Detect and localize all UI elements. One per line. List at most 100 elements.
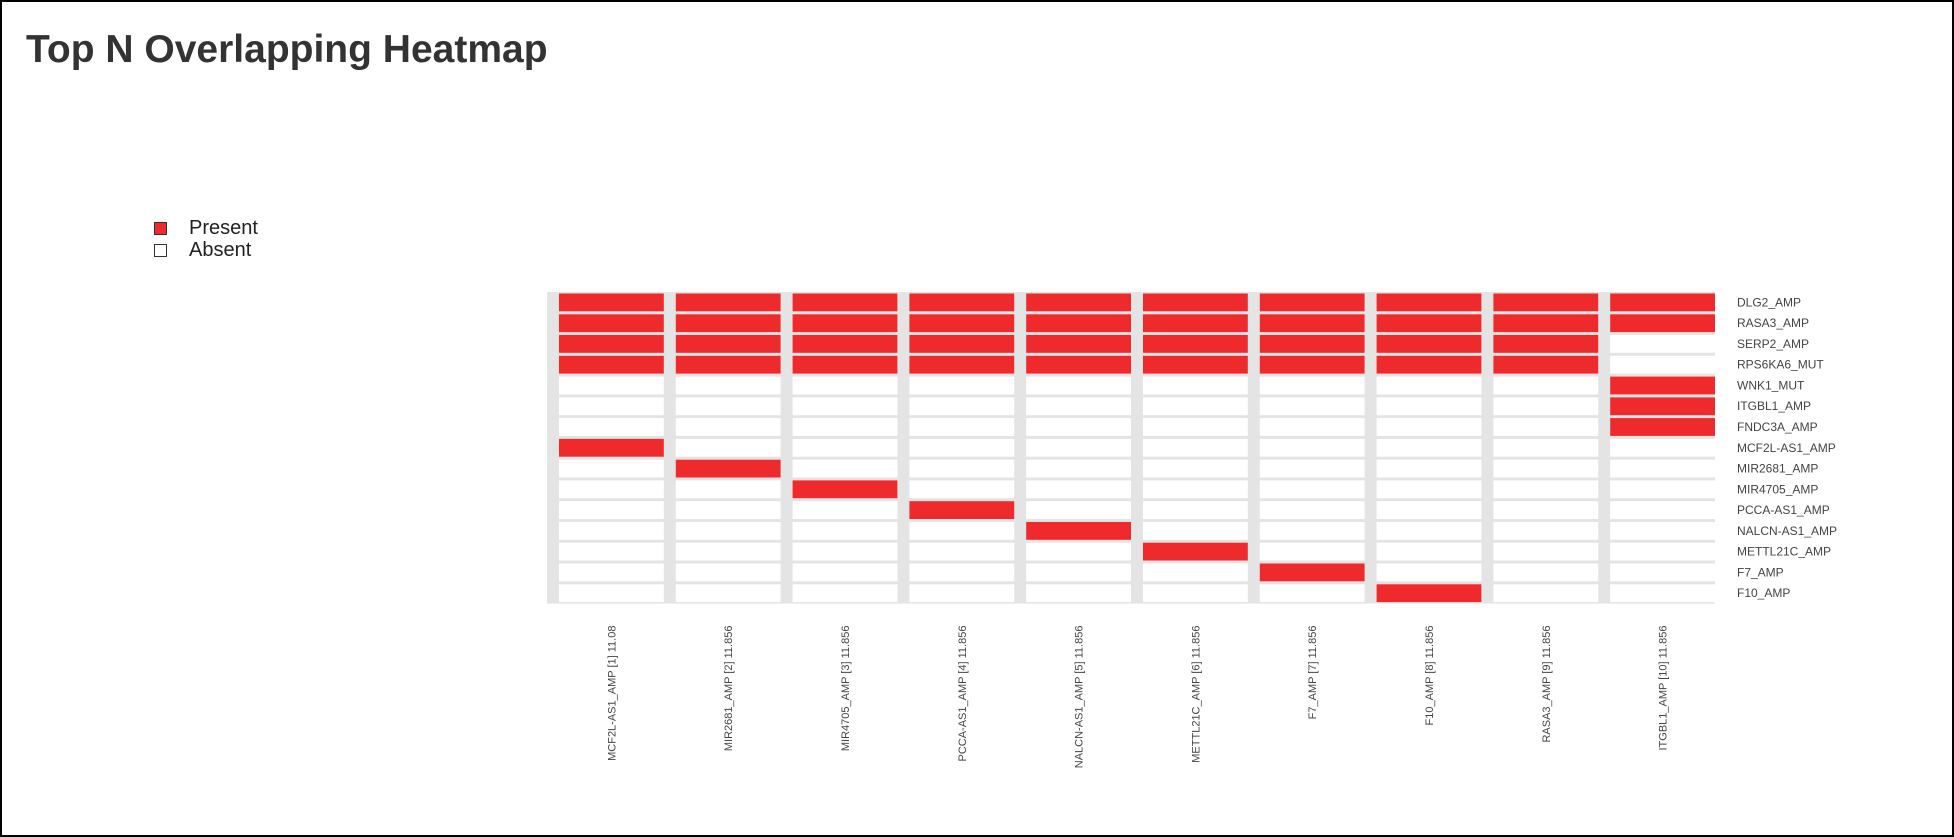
column-label: NALCN-AS1_AMP [5] 11.856 [1074, 626, 1086, 769]
heatmap-cell-absent [909, 438, 1015, 457]
row-label: FNDC3A_AMP [1737, 420, 1818, 434]
row-label: ITGBL1_AMP [1737, 399, 1811, 413]
row-label: NALCN-AS1_AMP [1737, 524, 1837, 538]
heatmap-cell-present [1143, 335, 1248, 353]
row-label: F10_AMP [1737, 586, 1790, 600]
heatmap-cell-absent [1143, 480, 1248, 499]
heatmap-cell-present [559, 293, 664, 312]
heatmap-cell-absent [1143, 501, 1248, 519]
heatmap-cell-absent [1259, 418, 1365, 436]
heatmap-cell-present [675, 314, 781, 333]
heatmap-cell-absent [675, 438, 781, 457]
heatmap-cell-present [675, 355, 781, 374]
heatmap-cell-present [1376, 293, 1482, 312]
heatmap-cell-present [1026, 355, 1131, 374]
heatmap-cell-absent [559, 563, 664, 582]
heatmap-cell-present [1610, 397, 1715, 416]
heatmap-cell-absent [1143, 522, 1248, 540]
legend-label-absent: Absent [189, 238, 252, 261]
heatmap-cell-present [1259, 314, 1365, 333]
heatmap-cell-absent [792, 376, 898, 395]
heatmap-cell-present [792, 293, 898, 312]
heatmap-cell-absent [909, 418, 1015, 436]
heatmap-cell-present [1026, 293, 1131, 312]
heatmap-cell-absent [1026, 542, 1131, 561]
row-label: RPS6KA6_MUT [1737, 358, 1824, 372]
heatmap-cell-absent [1376, 397, 1482, 416]
row-label: MIR2681_AMP [1737, 462, 1818, 476]
heatmap-cell-absent [1259, 584, 1365, 603]
heatmap-cell-absent [1026, 438, 1131, 457]
heatmap-cell-absent [1143, 376, 1248, 395]
heatmap-cell-present [1143, 542, 1248, 561]
heatmap-cell-absent [909, 542, 1015, 561]
heatmap-cell-absent [1376, 438, 1482, 457]
row-label: DLG2_AMP [1737, 295, 1801, 309]
heatmap-cell-absent [1493, 376, 1599, 395]
heatmap-cell-present [1493, 355, 1599, 374]
column-label: F10_AMP [8] 11.856 [1424, 626, 1436, 726]
column-label: ITGBL1_AMP [10] 11.856 [1658, 626, 1670, 751]
heatmap-cell-absent [675, 522, 781, 540]
heatmap-cell-absent [1259, 480, 1365, 499]
heatmap-cell-absent [1493, 563, 1599, 582]
heatmap-cell-present [792, 355, 898, 374]
heatmap-cell-absent [675, 376, 781, 395]
legend-swatch-absent [154, 243, 167, 257]
heatmap-cell-absent [792, 501, 898, 519]
heatmap-cell-absent [1610, 480, 1715, 499]
heatmap-cell-absent [1026, 501, 1131, 519]
heatmap-cell-present [909, 355, 1015, 374]
heatmap-cell-absent [1026, 418, 1131, 436]
row-label: METTL21C_AMP [1737, 545, 1831, 559]
heatmap-cell-present [792, 480, 898, 499]
heatmap-cell-present [909, 501, 1015, 519]
legend-label-present: Present [189, 216, 258, 239]
row-label: F7_AMP [1737, 565, 1784, 579]
heatmap-cell-present [1259, 335, 1365, 353]
heatmap-cell-absent [1026, 563, 1131, 582]
heatmap-cell-present [1610, 293, 1715, 312]
heatmap-cell-absent [1259, 459, 1365, 478]
heatmap-cell-absent [559, 397, 664, 416]
heatmap-cell-absent [559, 501, 664, 519]
heatmap-cell-absent [792, 418, 898, 436]
heatmap-cell-present [559, 438, 664, 457]
heatmap-cell-absent [909, 563, 1015, 582]
heatmap-cell-absent [1493, 501, 1599, 519]
heatmap-cell-present [559, 335, 664, 353]
heatmap-cell-present [909, 314, 1015, 333]
heatmap-cell-present [1259, 563, 1365, 582]
heatmap-cell-absent [1610, 438, 1715, 457]
heatmap-cell-absent [559, 542, 664, 561]
column-label: RASA3_AMP [9] 11.856 [1541, 626, 1553, 743]
heatmap-cell-absent [909, 480, 1015, 499]
heatmap-cell-present [559, 355, 664, 374]
heatmap-cell-absent [1376, 376, 1482, 395]
heatmap-cell-absent [909, 459, 1015, 478]
heatmap-cell-absent [792, 522, 898, 540]
heatmap-cell-present [1143, 293, 1248, 312]
heatmap-cell-absent [909, 522, 1015, 540]
row-label: RASA3_AMP [1737, 316, 1809, 330]
heatmap-cell-absent [675, 563, 781, 582]
heatmap-cell-absent [559, 418, 664, 436]
heatmap-cell-present [1376, 335, 1482, 353]
heatmap-cell-absent [909, 376, 1015, 395]
heatmap-cell-present [1143, 314, 1248, 333]
heatmap-cell-absent [559, 522, 664, 540]
legend-item-present: Present [154, 217, 258, 239]
column-label: PCCA-AS1_AMP [4] 11.856 [957, 626, 969, 762]
heatmap-cell-absent [1493, 438, 1599, 457]
heatmap-cell-absent [792, 584, 898, 603]
heatmap-cell-absent [559, 376, 664, 395]
heatmap-cell-absent [1026, 459, 1131, 478]
row-label: SERP2_AMP [1737, 337, 1809, 351]
heatmap-cell-absent [1610, 355, 1715, 374]
column-label: MIR4705_AMP [3] 11.856 [840, 626, 852, 752]
heatmap-cell-absent [675, 584, 781, 603]
heatmap-cell-present [909, 293, 1015, 312]
heatmap-cell-present [675, 459, 781, 478]
heatmap-cell-absent [1143, 563, 1248, 582]
